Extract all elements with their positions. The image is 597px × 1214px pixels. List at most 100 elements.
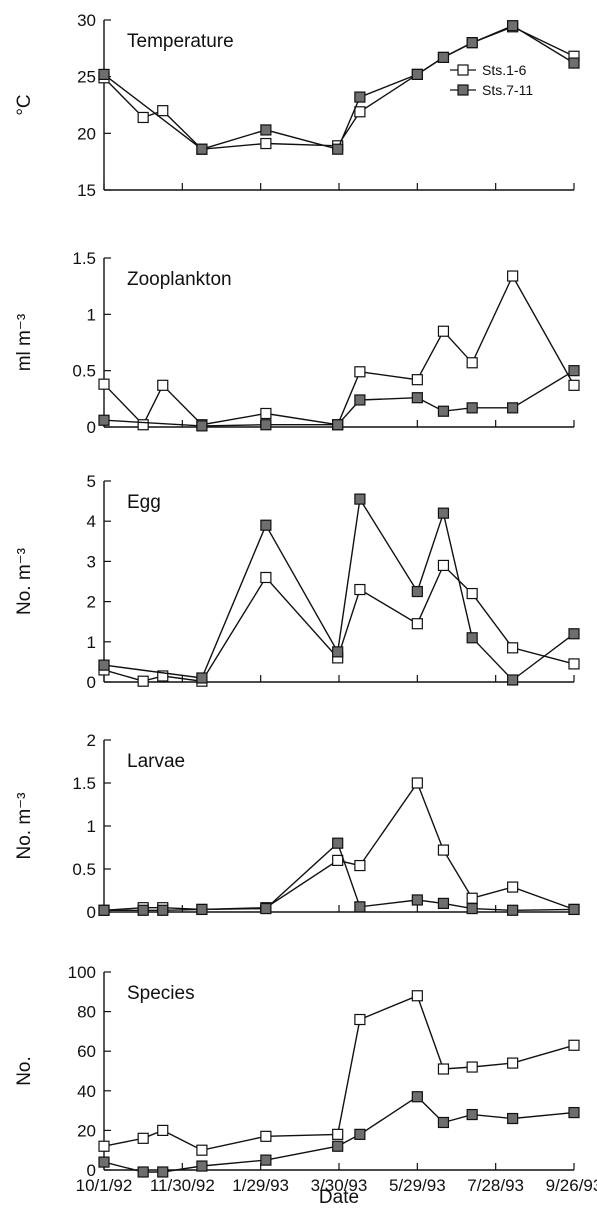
panel-title: Zooplankton: [127, 269, 232, 290]
data-point-open: [507, 881, 519, 893]
y-tick-label: 0: [87, 418, 96, 437]
data-point-filled: [260, 124, 272, 136]
data-point-filled: [437, 897, 450, 910]
y-axis-label: No.: [14, 1056, 35, 1086]
x-tick-label: 11/30/92: [150, 1176, 215, 1195]
data-point-open: [260, 407, 272, 420]
data-point-open: [411, 618, 423, 630]
x-tick-label: 9/26/93: [546, 1176, 597, 1195]
data-point-filled: [332, 1140, 344, 1152]
y-tick-label: 2: [87, 593, 96, 612]
x-tick-label: 1/29/93: [232, 1176, 289, 1195]
series-line-sts-7-11: [103, 24, 575, 151]
y-tick-label: 20: [77, 124, 96, 143]
data-point-filled: [507, 674, 519, 686]
data-point-filled: [466, 37, 478, 49]
data-point-filled: [196, 672, 208, 684]
data-point-filled: [332, 646, 344, 658]
panel-title: Temperature: [127, 31, 234, 52]
data-point-filled: [411, 392, 423, 404]
data-point-filled: [568, 903, 580, 916]
series-line-sts-7-11: [103, 497, 575, 681]
data-point-filled: [466, 1108, 478, 1121]
y-tick-label: 1: [87, 817, 96, 836]
data-point-filled: [260, 519, 272, 531]
y-tick-label: 1.5: [72, 249, 96, 268]
data-point-open: [354, 1013, 366, 1026]
data-point-open: [507, 642, 519, 654]
data-point-open: [437, 559, 450, 572]
data-point-open: [354, 366, 366, 378]
data-point-filled: [332, 143, 344, 155]
data-point-filled: [568, 1106, 580, 1119]
y-tick-label: 100: [68, 963, 96, 982]
series-line-sts-1-6: [103, 994, 575, 1151]
data-point-open: [157, 105, 169, 117]
data-point-open: [157, 670, 169, 682]
series-line-sts-7-11: [103, 370, 575, 427]
data-point-filled: [196, 1160, 208, 1172]
series-line-sts-1-6: [103, 274, 575, 426]
y-axis-label: ml m⁻³: [14, 314, 35, 372]
data-point-open: [332, 1128, 344, 1140]
data-point-open: [157, 379, 169, 391]
data-point-filled: [466, 402, 478, 414]
data-point-open: [466, 1061, 478, 1073]
data-point-filled: [568, 365, 580, 377]
panel-title: Species: [127, 983, 195, 1004]
y-tick-label: 3: [87, 552, 96, 571]
data-point-open: [354, 583, 366, 596]
data-point-open: [466, 357, 478, 369]
data-point-filled: [568, 57, 580, 69]
data-point-filled: [157, 1166, 169, 1178]
legend-marker: [457, 64, 469, 76]
y-tick-label: 1: [87, 305, 96, 324]
y-tick-label: 1.5: [72, 774, 96, 793]
y-axis-label: No. m⁻³: [14, 792, 35, 859]
panel-title: Larvae: [127, 751, 185, 772]
y-axis-label: °C: [14, 94, 35, 115]
data-point-filled: [196, 143, 208, 155]
legend-label: Sts.7-11: [482, 82, 533, 98]
data-point-open: [196, 1144, 208, 1156]
data-point-open: [137, 111, 149, 124]
data-point-open: [137, 419, 149, 431]
data-point-open: [568, 1039, 580, 1051]
data-point-filled: [437, 507, 450, 519]
data-point-filled: [466, 632, 478, 644]
y-axis-label: No. m⁻³: [14, 548, 35, 615]
y-tick-label: 0.5: [72, 860, 96, 879]
data-point-open: [411, 990, 423, 1002]
data-point-open: [507, 270, 519, 282]
legend-label: Sts.1-6: [482, 62, 527, 78]
data-point-open: [354, 859, 366, 872]
data-point-filled: [137, 904, 149, 916]
data-point-filled: [507, 20, 519, 32]
data-point-filled: [98, 659, 110, 671]
y-tick-label: 25: [77, 68, 96, 87]
data-point-open: [466, 892, 478, 904]
legend-marker: [457, 84, 469, 96]
data-point-open: [437, 844, 450, 856]
data-point-filled: [568, 628, 580, 640]
data-point-open: [332, 854, 344, 867]
data-point-open: [507, 1057, 519, 1069]
data-point-filled: [466, 902, 478, 915]
data-point-filled: [411, 894, 423, 906]
data-point-filled: [507, 1112, 519, 1125]
data-point-open: [437, 325, 450, 337]
data-point-filled: [411, 68, 423, 81]
y-tick-label: 80: [77, 1003, 96, 1022]
data-point-open: [98, 1140, 110, 1152]
data-point-filled: [507, 904, 519, 916]
data-point-filled: [332, 837, 344, 849]
data-point-filled: [437, 51, 450, 64]
data-point-filled: [354, 901, 366, 913]
data-point-filled: [437, 405, 450, 417]
data-point-filled: [332, 419, 344, 431]
data-point-open: [98, 378, 110, 390]
y-tick-label: 15: [77, 181, 96, 200]
y-tick-label: 30: [77, 11, 96, 30]
panel-title: Egg: [127, 492, 161, 513]
data-point-filled: [354, 493, 366, 505]
